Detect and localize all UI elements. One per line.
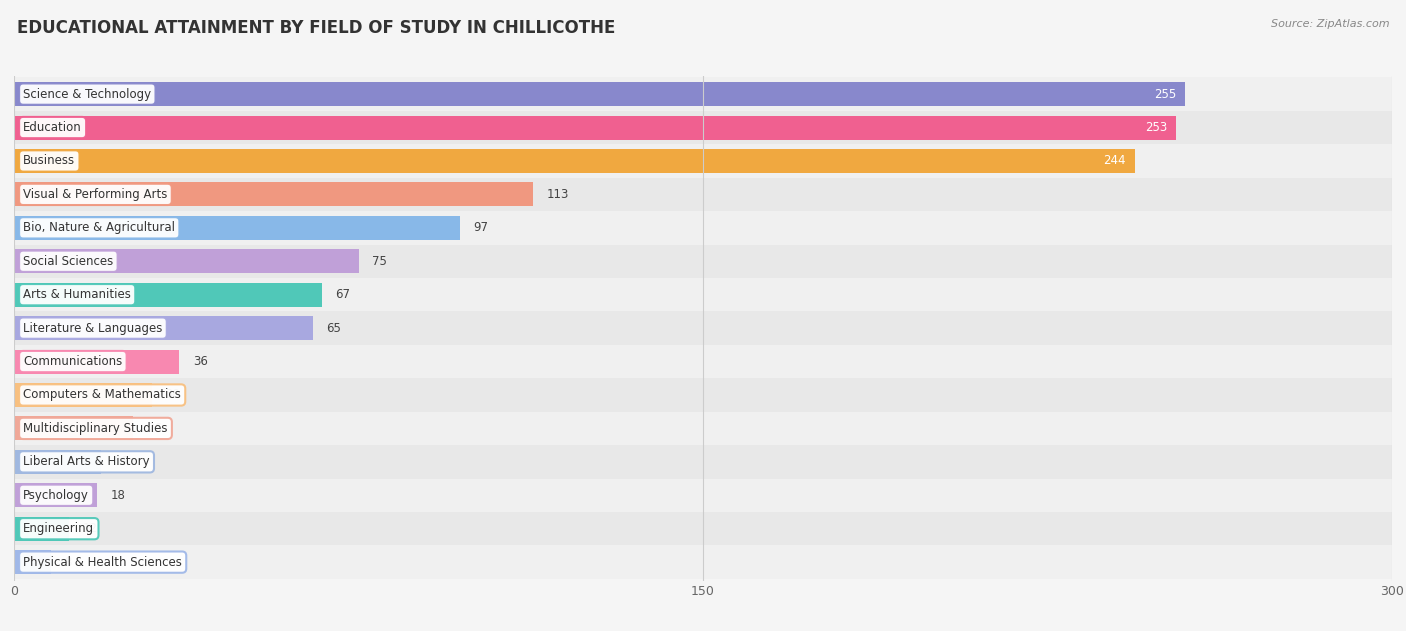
Bar	[14, 483, 97, 507]
Text: 18: 18	[111, 489, 125, 502]
Text: Literature & Languages: Literature & Languages	[24, 322, 163, 334]
Text: Source: ZipAtlas.com: Source: ZipAtlas.com	[1271, 19, 1389, 29]
Text: Liberal Arts & History: Liberal Arts & History	[24, 456, 150, 468]
Bar	[14, 350, 180, 374]
Text: Physical & Health Sciences: Physical & Health Sciences	[24, 556, 183, 569]
Text: Computers & Mathematics: Computers & Mathematics	[24, 389, 181, 401]
Bar	[14, 149, 1135, 173]
Text: Visual & Performing Arts: Visual & Performing Arts	[24, 188, 167, 201]
Text: Arts & Humanities: Arts & Humanities	[24, 288, 131, 301]
Text: 30: 30	[166, 389, 180, 401]
Bar	[14, 545, 1392, 579]
Text: Communications: Communications	[24, 355, 122, 368]
Bar	[14, 383, 152, 407]
Bar	[14, 312, 1392, 345]
Bar	[14, 316, 312, 340]
Text: 75: 75	[373, 255, 387, 268]
Text: Education: Education	[24, 121, 82, 134]
Bar	[14, 283, 322, 307]
Text: 26: 26	[148, 422, 162, 435]
Text: Business: Business	[24, 155, 76, 167]
Bar	[14, 182, 533, 206]
Bar	[14, 411, 1392, 445]
Bar	[14, 478, 1392, 512]
Bar	[14, 82, 1185, 106]
Bar	[14, 512, 1392, 545]
Text: 255: 255	[1154, 88, 1175, 100]
Bar	[14, 450, 101, 474]
Bar	[14, 211, 1392, 245]
Text: Bio, Nature & Agricultural: Bio, Nature & Agricultural	[24, 221, 176, 234]
Bar	[14, 111, 1392, 144]
Text: Psychology: Psychology	[24, 489, 89, 502]
Bar	[14, 416, 134, 440]
Bar	[14, 278, 1392, 312]
Text: EDUCATIONAL ATTAINMENT BY FIELD OF STUDY IN CHILLICOTHE: EDUCATIONAL ATTAINMENT BY FIELD OF STUDY…	[17, 19, 616, 37]
Bar	[14, 216, 460, 240]
Text: 19: 19	[115, 456, 131, 468]
Text: 36: 36	[193, 355, 208, 368]
Text: 244: 244	[1104, 155, 1126, 167]
Text: 65: 65	[326, 322, 342, 334]
Text: 97: 97	[474, 221, 488, 234]
Bar	[14, 445, 1392, 478]
Bar	[14, 517, 69, 541]
Bar	[14, 115, 1175, 139]
Bar	[14, 550, 51, 574]
Text: Science & Technology: Science & Technology	[24, 88, 152, 100]
Text: 8: 8	[65, 556, 72, 569]
Bar	[14, 144, 1392, 178]
Text: 12: 12	[83, 522, 98, 535]
Text: 253: 253	[1144, 121, 1167, 134]
Bar	[14, 245, 1392, 278]
Text: 67: 67	[336, 288, 350, 301]
Text: 113: 113	[547, 188, 569, 201]
Bar	[14, 378, 1392, 411]
Bar	[14, 249, 359, 273]
Text: Engineering: Engineering	[24, 522, 94, 535]
Bar	[14, 345, 1392, 378]
Bar	[14, 178, 1392, 211]
Text: Multidisciplinary Studies: Multidisciplinary Studies	[24, 422, 167, 435]
Text: Social Sciences: Social Sciences	[24, 255, 114, 268]
Bar	[14, 78, 1392, 111]
